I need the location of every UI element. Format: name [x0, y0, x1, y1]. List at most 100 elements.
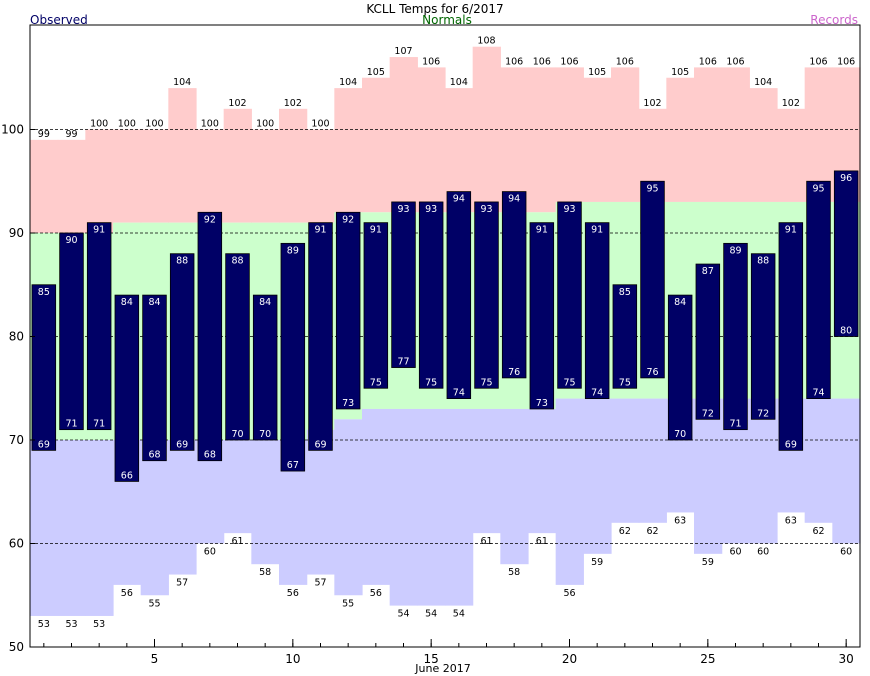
record-low-band: [362, 408, 391, 585]
record-low-label: 54: [425, 609, 437, 620]
observed-high-label: 84: [121, 297, 133, 308]
observed-bar: [114, 294, 140, 482]
record-low-label: 57: [176, 578, 188, 589]
record-high-label: 106: [837, 56, 855, 67]
record-high-band: [777, 108, 806, 202]
observed-bar: [391, 201, 416, 368]
record-high-label: 106: [616, 56, 634, 67]
observed-low-label: 67: [287, 460, 299, 471]
observed-high-label: 88: [757, 256, 769, 267]
x-tick-label: 20: [562, 652, 577, 666]
observed-bar: [446, 191, 472, 400]
record-high-label: 100: [90, 119, 108, 130]
observed-bar: [197, 211, 223, 462]
y-tick-label: 60: [9, 537, 24, 551]
observed-low-label: 73: [342, 398, 354, 409]
record-high-label: 100: [256, 119, 274, 130]
record-high-label: 107: [394, 46, 412, 57]
observed-low-label: 69: [38, 439, 50, 450]
observed-high-label: 91: [370, 225, 382, 236]
observed-low-label: 68: [148, 450, 160, 461]
observed-low-label: 74: [453, 388, 465, 399]
observed-low-label: 76: [646, 367, 658, 378]
observed-high-label: 91: [536, 225, 548, 236]
record-low-label: 56: [563, 588, 575, 599]
record-low-band: [583, 398, 612, 554]
record-high-label: 104: [173, 77, 191, 88]
record-low-label: 61: [231, 536, 243, 547]
observed-low-label: 74: [812, 388, 824, 399]
record-high-label: 102: [782, 98, 800, 109]
record-high-band: [140, 129, 169, 223]
observed-low-label: 70: [259, 429, 271, 440]
record-low-label: 60: [729, 547, 741, 558]
observed-low-label: 76: [508, 367, 520, 378]
legend-records: Records: [810, 13, 858, 27]
record-high-band: [57, 139, 86, 233]
record-low-label: 55: [148, 598, 160, 609]
record-high-band: [611, 67, 640, 202]
observed-bar: [363, 222, 389, 389]
observed-high-label: 94: [508, 194, 520, 205]
observed-low-label: 70: [231, 429, 243, 440]
record-low-label: 60: [757, 547, 769, 558]
record-high-label: 108: [477, 36, 495, 47]
record-low-label: 53: [38, 619, 50, 630]
x-tick-label: 10: [285, 652, 300, 666]
observed-high-label: 84: [148, 297, 160, 308]
record-low-label: 54: [453, 609, 465, 620]
observed-bar: [612, 284, 638, 389]
observed-low-label: 73: [536, 398, 548, 409]
record-low-label: 61: [536, 536, 548, 547]
record-high-label: 106: [505, 56, 523, 67]
record-low-band: [472, 408, 501, 534]
observed-low-label: 69: [785, 439, 797, 450]
observed-high-label: 91: [93, 225, 105, 236]
observed-high-label: 96: [840, 173, 852, 184]
record-low-band: [417, 408, 446, 606]
observed-high-label: 93: [425, 204, 437, 215]
record-low-label: 63: [785, 515, 797, 526]
x-tick-label: 15: [424, 652, 439, 666]
observed-low-label: 75: [563, 377, 575, 388]
record-low-label: 59: [591, 557, 603, 568]
observed-high-label: 87: [702, 266, 714, 277]
record-high-label: 105: [367, 67, 385, 78]
record-low-label: 62: [812, 526, 824, 537]
observed-low-label: 71: [65, 419, 77, 430]
record-low-band: [168, 440, 197, 575]
record-high-band: [334, 88, 363, 213]
legend-normals: Normals: [422, 13, 472, 27]
observed-bar: [778, 222, 804, 451]
record-high-label: 100: [311, 119, 329, 130]
record-high-band: [500, 67, 529, 213]
observed-bar: [501, 191, 527, 379]
gridline-layer: [30, 129, 860, 544]
y-tick-label: 50: [9, 640, 24, 654]
record-high-label: 104: [450, 77, 468, 88]
record-low-label: 53: [93, 619, 105, 630]
observed-high-label: 88: [231, 256, 243, 267]
observed-high-label: 91: [314, 225, 326, 236]
observed-high-label: 93: [397, 204, 409, 215]
record-high-label: 102: [643, 98, 661, 109]
record-low-label: 63: [674, 515, 686, 526]
observed-low-label: 75: [480, 377, 492, 388]
observed-bar: [418, 201, 444, 389]
observed-high-label: 91: [591, 225, 603, 236]
record-high-band: [85, 129, 114, 233]
record-low-band: [804, 398, 833, 523]
record-low-label: 57: [314, 578, 326, 589]
record-high-band: [168, 88, 197, 223]
record-high-band: [528, 67, 557, 213]
observed-high-label: 84: [259, 297, 271, 308]
record-low-label: 60: [840, 547, 852, 558]
record-low-band: [445, 408, 474, 606]
record-low-label: 53: [65, 619, 77, 630]
observed-high-label: 93: [563, 204, 575, 215]
record-high-band: [417, 67, 446, 213]
record-high-label: 99: [38, 129, 50, 140]
observed-bar: [750, 253, 776, 420]
record-low-band: [140, 440, 169, 596]
record-high-label: 106: [809, 56, 827, 67]
